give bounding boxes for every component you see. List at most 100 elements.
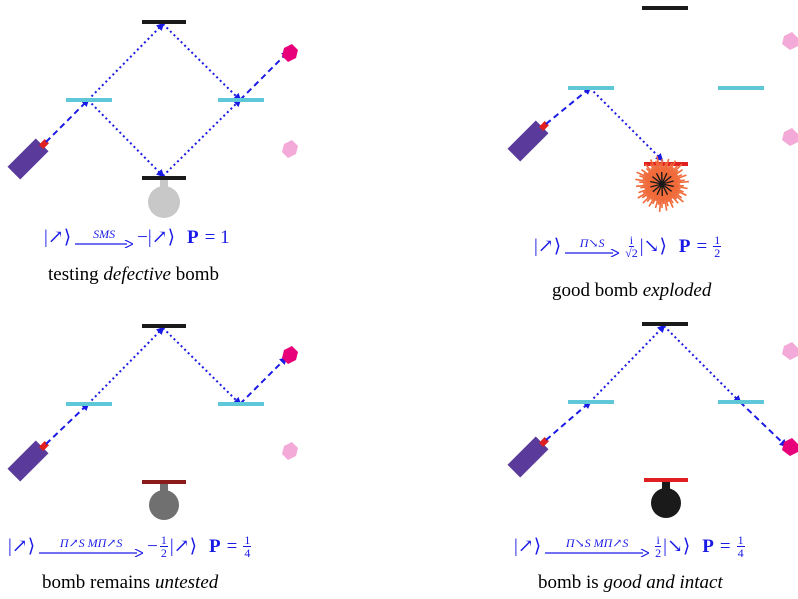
explosion-core-ray <box>651 176 663 185</box>
operator-arrow: SMS <box>75 226 134 248</box>
detector-lit-icon <box>782 438 798 456</box>
right-arrow-icon <box>39 548 144 557</box>
coefficient: i √2 <box>625 234 638 259</box>
coefficient-numerator: i <box>655 533 661 547</box>
lower-return-beam <box>162 98 242 177</box>
lower-arm-beam <box>87 99 165 178</box>
operator-arrow: Π↗S MΠ↗S <box>39 535 144 557</box>
detector-dark-icon <box>282 140 298 158</box>
laser-source-icon <box>7 138 49 180</box>
coefficient-numerator: i <box>628 233 635 247</box>
panel-exploded-bomb <box>507 6 798 212</box>
explosion-core-ray <box>661 183 673 192</box>
detector-lit-icon <box>282 44 298 62</box>
panel-untested-bomb <box>7 324 298 520</box>
lower-arm-beam <box>589 87 664 162</box>
caption-defective: testing defective bomb <box>48 264 219 286</box>
operator-label: Π↗S MΠ↗S <box>59 535 123 550</box>
equation-defective: |↗⟩ SMS − |↗⟩ P = 1 <box>44 226 230 249</box>
sign: − <box>147 535 158 557</box>
explosion-core-ray <box>650 180 663 185</box>
probability-value: = <box>719 535 731 557</box>
ket-out: |↘⟩ <box>639 236 667 257</box>
probability-numerator: 1 <box>736 533 745 547</box>
untested-bomb-icon <box>149 484 179 520</box>
operator-arrow: Π↘S <box>565 237 620 257</box>
explosion-core-ray <box>661 172 668 185</box>
coefficient-numerator: 1 <box>159 533 168 547</box>
ket-in: |↗⟩ <box>514 536 542 557</box>
ket-out: |↗⟩ <box>147 227 175 248</box>
detector-dark-icon <box>282 442 298 460</box>
caption-untested: bomb remains untested <box>42 572 218 594</box>
upper-arm-beam <box>589 324 666 403</box>
caption-emphasis: exploded <box>642 280 712 301</box>
good-bomb-icon <box>651 482 681 518</box>
explosion-core-ray <box>661 180 674 185</box>
explosion-core-ray <box>656 183 663 196</box>
coefficient-denominator: 2 <box>655 546 662 560</box>
upper-return-beam <box>663 325 742 404</box>
laser-source-icon <box>507 120 549 162</box>
caption-intact: bomb is good and intact <box>538 572 723 594</box>
ket-in: |↗⟩ <box>534 236 562 257</box>
explosion-core-ray <box>650 183 663 188</box>
explosion-core-ray <box>661 183 669 196</box>
probability-denominator: 4 <box>737 546 744 560</box>
caption-text: testing <box>48 264 104 285</box>
output-beam <box>739 401 788 448</box>
probability-value: = <box>696 235 708 257</box>
coefficient-denominator: √2 <box>625 246 638 260</box>
explosion-core-ray <box>661 175 672 185</box>
explosion-icon <box>635 156 689 212</box>
detector-lit-icon <box>282 346 298 364</box>
panel-intact-bomb <box>507 322 798 518</box>
probability-label: P <box>187 226 199 248</box>
probability-label: P <box>678 235 691 257</box>
probability-value: = 1 <box>204 226 230 248</box>
output-beam <box>239 50 290 101</box>
ket-out: |↘⟩ <box>663 536 691 557</box>
probability-denominator: 2 <box>714 246 721 260</box>
input-beam <box>545 86 592 125</box>
ket-out: |↗⟩ <box>169 536 197 557</box>
right-arrow-icon <box>75 239 134 248</box>
caption-exploded: good bomb exploded <box>552 280 711 302</box>
explosion-core-ray <box>655 172 663 185</box>
caption-text: bomb remains <box>42 572 155 593</box>
probability-label: P <box>702 535 714 557</box>
caption-text: bomb is <box>538 572 604 593</box>
input-beam <box>45 402 90 445</box>
probability-numerator: 1 <box>243 533 252 547</box>
caption-emphasis: untested <box>154 572 219 593</box>
defective-bomb-icon <box>148 180 180 218</box>
explosion-core-ray <box>652 183 663 193</box>
coefficient-denominator: 2 <box>160 546 167 560</box>
probability-label: P <box>209 535 221 557</box>
upper-arm-beam <box>87 22 165 101</box>
operator-label: SMS <box>93 226 116 241</box>
detector-dark-icon <box>782 342 798 360</box>
probability-denominator: 4 <box>244 546 251 560</box>
ket-in: |↗⟩ <box>8 536 36 557</box>
explosion-core-ray <box>661 183 674 188</box>
operator-arrow: Π↘S MΠ↗S <box>545 535 650 557</box>
upper-return-beam <box>162 23 242 102</box>
sign: − <box>137 226 148 248</box>
input-beam <box>545 400 592 441</box>
detector-dark-icon <box>782 32 798 50</box>
right-arrow-icon <box>565 248 620 257</box>
explosion-ray <box>661 180 689 185</box>
operator-label: Π↘S MΠ↗S <box>565 535 629 550</box>
panel-defective-bomb <box>7 20 298 218</box>
output-beam <box>239 356 288 405</box>
ket-in: |↗⟩ <box>44 227 72 248</box>
